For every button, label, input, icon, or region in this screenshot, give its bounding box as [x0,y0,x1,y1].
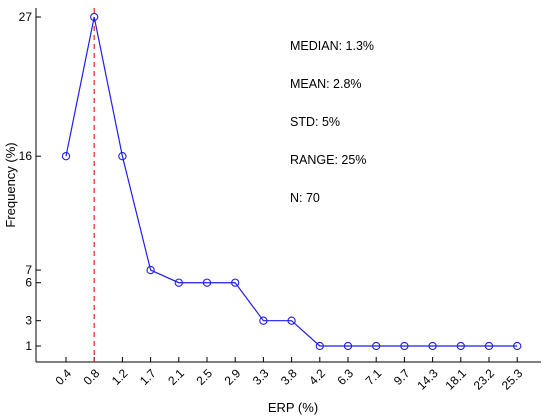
data-point-marker [118,152,127,161]
stat-annotation: STD: 5% [290,115,340,129]
data-point-marker [287,316,296,325]
y-tick-label: 1 [25,339,32,353]
x-tick-label: 1.2 [109,366,131,388]
stat-annotation: MEDIAN: 1.3% [290,39,374,53]
y-tick-label: 3 [25,314,32,328]
x-tick-label: 2.1 [165,366,187,388]
stat-annotation: N: 70 [290,191,320,205]
x-tick-label: 25.3 [499,366,526,393]
frequency-series [61,12,522,351]
x-tick-label: 3.3 [250,366,272,388]
data-point-marker [456,341,465,351]
x-tick-label: 6.3 [334,366,356,388]
x-tick-label: 18.1 [443,366,470,393]
axes [35,8,541,363]
data-point-marker [400,341,409,351]
data-point-marker [372,341,381,351]
x-tick-label: 3.8 [278,366,300,388]
x-tick-label: 7.1 [363,366,385,388]
data-point-marker [428,341,437,351]
x-tick-label: 2.5 [193,366,215,388]
data-point-marker [315,341,324,351]
data-point-marker [231,278,240,287]
y-tick-label: 6 [25,276,32,290]
x-tick-label: 4.2 [306,366,328,388]
x-tick-label: 14.3 [414,366,441,393]
y-tick-label: 16 [19,149,33,163]
data-point-marker [90,12,99,22]
y-tick-label: 27 [19,10,33,24]
data-point-marker [146,265,155,275]
data-point-marker [202,278,212,287]
x-axis-title: ERP (%) [268,400,318,415]
series-line [65,16,518,347]
data-point-marker [259,316,268,325]
data-point-marker [61,152,71,161]
x-tick-label: 0.8 [81,366,103,388]
x-tick-label: 2.9 [222,366,244,388]
x-tick-label: 9.7 [391,366,413,388]
y-axis-title: Frequency (%) [3,142,18,227]
y-tick-label: 7 [25,263,32,277]
data-point-marker [513,341,522,351]
stats-annotations: MEDIAN: 1.3% MEAN: 2.8% STD: 5% RANGE: 25% N… [290,39,374,205]
data-point-marker [174,278,183,287]
data-point-marker [343,341,353,351]
stat-annotation: RANGE: 25% [290,153,366,167]
axis-ticks: 1 3 67 16 27 0.4 0.8 1.2 1.7 2.1 2.5 2.9 3.3 3.8 4.2 6.… [19,10,526,393]
stat-annotation: MEAN: 2.8% [290,77,362,91]
x-tick-label: 0.4 [52,366,74,388]
data-point-marker [484,341,494,351]
x-tick-label: 23.2 [471,366,498,393]
x-tick-label: 1.7 [137,366,159,388]
